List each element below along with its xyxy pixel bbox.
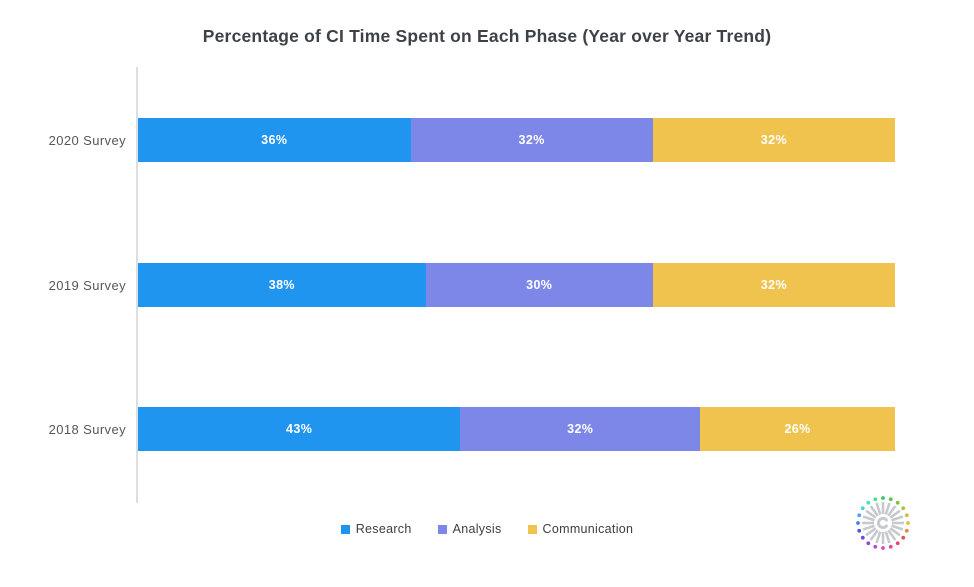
bar-segment-research: 43% xyxy=(138,407,461,451)
bar-segment-communication: 32% xyxy=(652,263,895,307)
legend: Research Analysis Communication xyxy=(0,522,974,536)
bar-segment-research: 38% xyxy=(138,263,426,307)
category-label: 2019 Survey xyxy=(48,277,126,293)
communication-swatch-icon xyxy=(527,524,537,534)
bar-segment-communication: 26% xyxy=(700,407,895,451)
radial-burst-logo xyxy=(856,496,910,550)
legend-label: Analysis xyxy=(452,522,502,536)
chart-title: Percentage of CI Time Spent on Each Phas… xyxy=(202,26,772,46)
legend-label: Research xyxy=(355,522,412,536)
legend-item-communication: Communication xyxy=(527,522,634,536)
y-axis-line xyxy=(136,67,138,503)
legend-item-research: Research xyxy=(340,522,412,536)
legend-label: Communication xyxy=(542,522,634,536)
bar-segment-analysis: 32% xyxy=(460,407,701,451)
bar-segment-analysis: 32% xyxy=(410,118,653,162)
research-swatch-icon xyxy=(340,524,350,534)
bar-segment-research: 36% xyxy=(138,118,411,162)
legend-item-analysis: Analysis xyxy=(437,522,502,536)
bar-row: 2020 Survey 36% 32% 32% xyxy=(0,118,974,162)
bar-segment-analysis: 30% xyxy=(425,263,653,307)
bar-segment-communication: 32% xyxy=(652,118,895,162)
bar-track: 36% 32% 32% xyxy=(138,118,895,162)
bar-track: 43% 32% 26% xyxy=(138,407,895,451)
bar-track: 38% 30% 32% xyxy=(138,263,895,307)
analysis-swatch-icon xyxy=(437,524,447,534)
category-label: 2020 Survey xyxy=(48,132,126,148)
bar-row: 2018 Survey 43% 32% 26% xyxy=(0,407,974,451)
bar-row: 2019 Survey 38% 30% 32% xyxy=(0,263,974,307)
category-label: 2018 Survey xyxy=(48,421,126,437)
